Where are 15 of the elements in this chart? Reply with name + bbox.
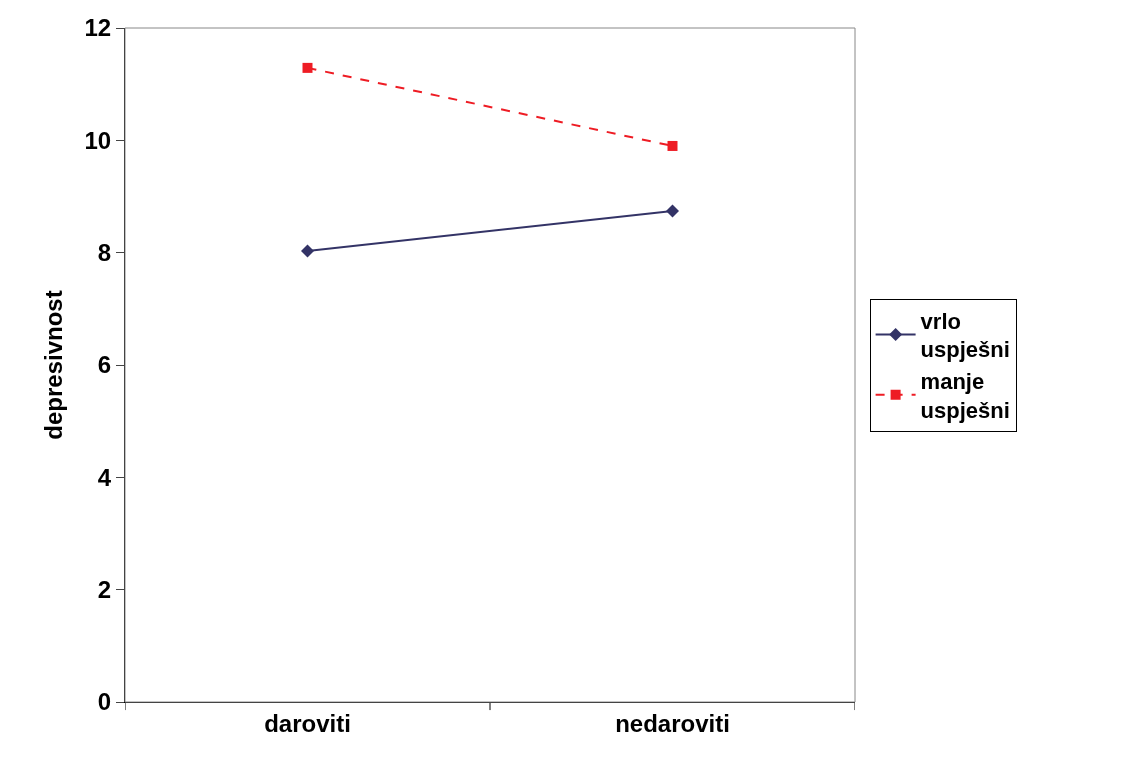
y-tick-label: 8: [97, 239, 112, 267]
y-tick-label: 6: [97, 351, 112, 379]
point: [666, 204, 679, 218]
y-tick-label: 4: [97, 463, 112, 491]
point: [301, 244, 314, 258]
legend-label: manje uspješni: [920, 369, 1010, 423]
x-tick-label: daroviti: [264, 709, 351, 737]
point: [667, 140, 678, 151]
y-tick-label: 12: [84, 14, 112, 42]
y-axis-title: depresivnost: [39, 290, 67, 440]
point: [302, 62, 313, 73]
x-tick-label: nedaroviti: [615, 709, 730, 737]
y-tick-label: 0: [97, 688, 112, 716]
y-tick-label: 10: [84, 126, 112, 154]
y-tick-label: 2: [97, 576, 112, 604]
